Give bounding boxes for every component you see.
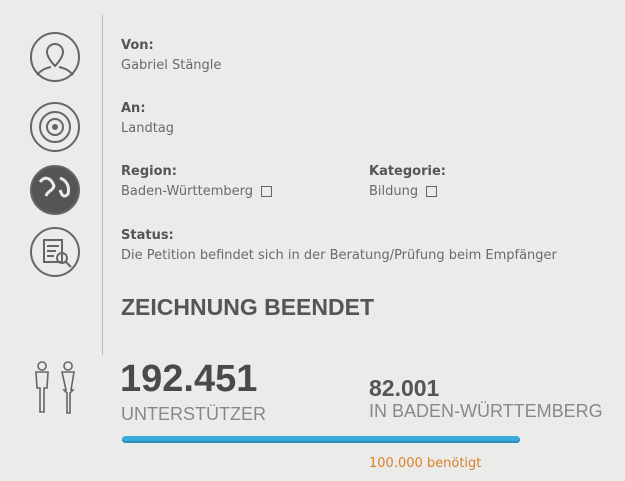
value: Gabriel Stängle	[121, 58, 222, 73]
label: Kategorie:	[369, 164, 446, 179]
label: Region:	[121, 164, 177, 179]
link-icon[interactable]	[426, 186, 438, 197]
goal: 100.000 benötigt	[369, 456, 482, 471]
supporter-count: 192.451	[120, 358, 258, 400]
regional-count: 82.001	[369, 375, 440, 401]
link-icon[interactable]	[261, 186, 272, 197]
label: Status:	[121, 228, 174, 243]
value: Landtag	[121, 121, 175, 136]
progress-bar	[122, 436, 520, 443]
value[interactable]: Bildung	[369, 184, 419, 199]
status-heading: ZEICHNUNG BEENDET	[121, 294, 375, 320]
regional-label: IN BADEN-WÜRTTEMBERG	[369, 401, 603, 421]
divider	[102, 15, 103, 355]
label: Von:	[121, 38, 154, 53]
icons	[30, 32, 80, 414]
supporter-label: UNTERSTÜTZER	[121, 404, 266, 424]
category-link[interactable]: Bildung	[369, 184, 438, 199]
value[interactable]: Baden-Württemberg	[121, 184, 253, 199]
label: An:	[121, 101, 146, 116]
region-link[interactable]: Baden-Württemberg	[121, 184, 272, 199]
value: Die Petition befindet sich in der Beratu…	[121, 248, 557, 263]
